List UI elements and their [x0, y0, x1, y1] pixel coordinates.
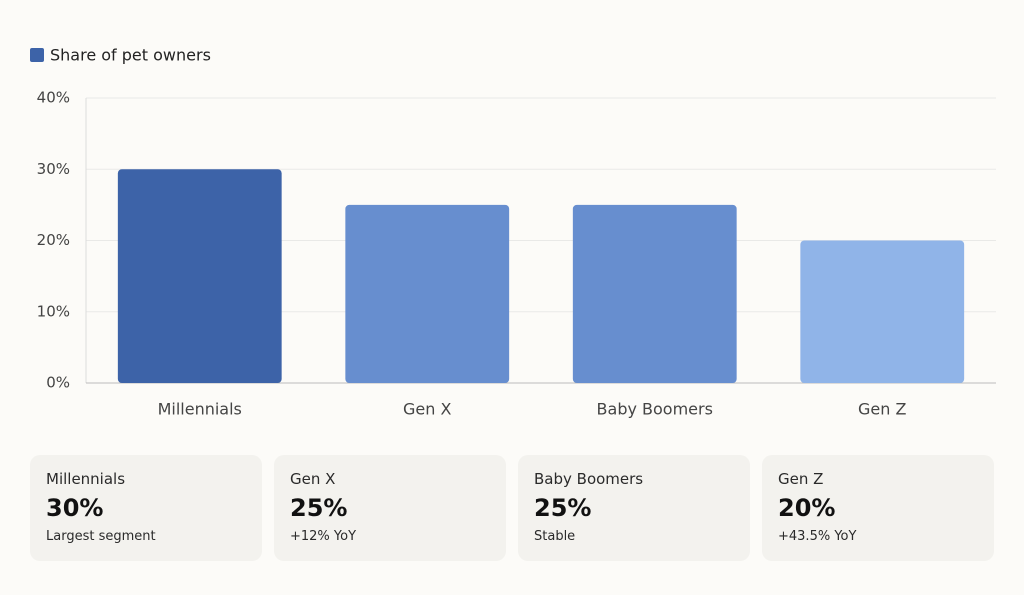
y-tick-label: 10% — [37, 302, 70, 320]
legend-swatch — [30, 48, 44, 62]
card-title: Gen X — [290, 470, 336, 488]
y-tick-label: 40% — [37, 89, 70, 107]
x-tick-label: Gen X — [403, 400, 451, 419]
stat-card: Gen X 25% +12% YoY — [274, 455, 506, 561]
legend-label: Share of pet owners — [50, 46, 211, 65]
card-value: 25% — [290, 494, 348, 522]
cards: Millennials 30% Largest segment Gen X 25% +12… — [30, 455, 994, 561]
card-note: +43.5% YoY — [778, 529, 857, 544]
card-value: 25% — [534, 494, 592, 522]
stat-card: Baby Boomers 25% Stable — [518, 455, 750, 561]
card-note: +12% YoY — [290, 529, 357, 544]
stat-card: Gen Z 20% +43.5% YoY — [762, 455, 994, 561]
card-title: Gen Z — [778, 470, 824, 488]
card-value: 30% — [46, 494, 104, 522]
card-note: Largest segment — [46, 529, 156, 544]
y-tick-label: 30% — [37, 160, 70, 178]
chart: Share of pet owners 0% 10% 20% 30% 40% Millenn… — [30, 46, 996, 419]
x-tick-label: Gen Z — [858, 400, 906, 419]
bar — [117, 169, 282, 383]
x-tick-label: Millennials — [158, 400, 242, 419]
bar — [572, 204, 737, 383]
card-value: 20% — [778, 494, 836, 522]
y-tick-label: 20% — [37, 231, 70, 249]
x-tick-label: Baby Boomers — [597, 400, 713, 419]
y-tick-label: 0% — [46, 374, 70, 392]
stat-card: Millennials 30% Largest segment — [30, 455, 262, 561]
card-note: Stable — [534, 529, 576, 544]
bar — [345, 204, 510, 383]
card-title: Millennials — [46, 470, 126, 488]
bar — [800, 240, 965, 383]
card-title: Baby Boomers — [534, 470, 644, 488]
